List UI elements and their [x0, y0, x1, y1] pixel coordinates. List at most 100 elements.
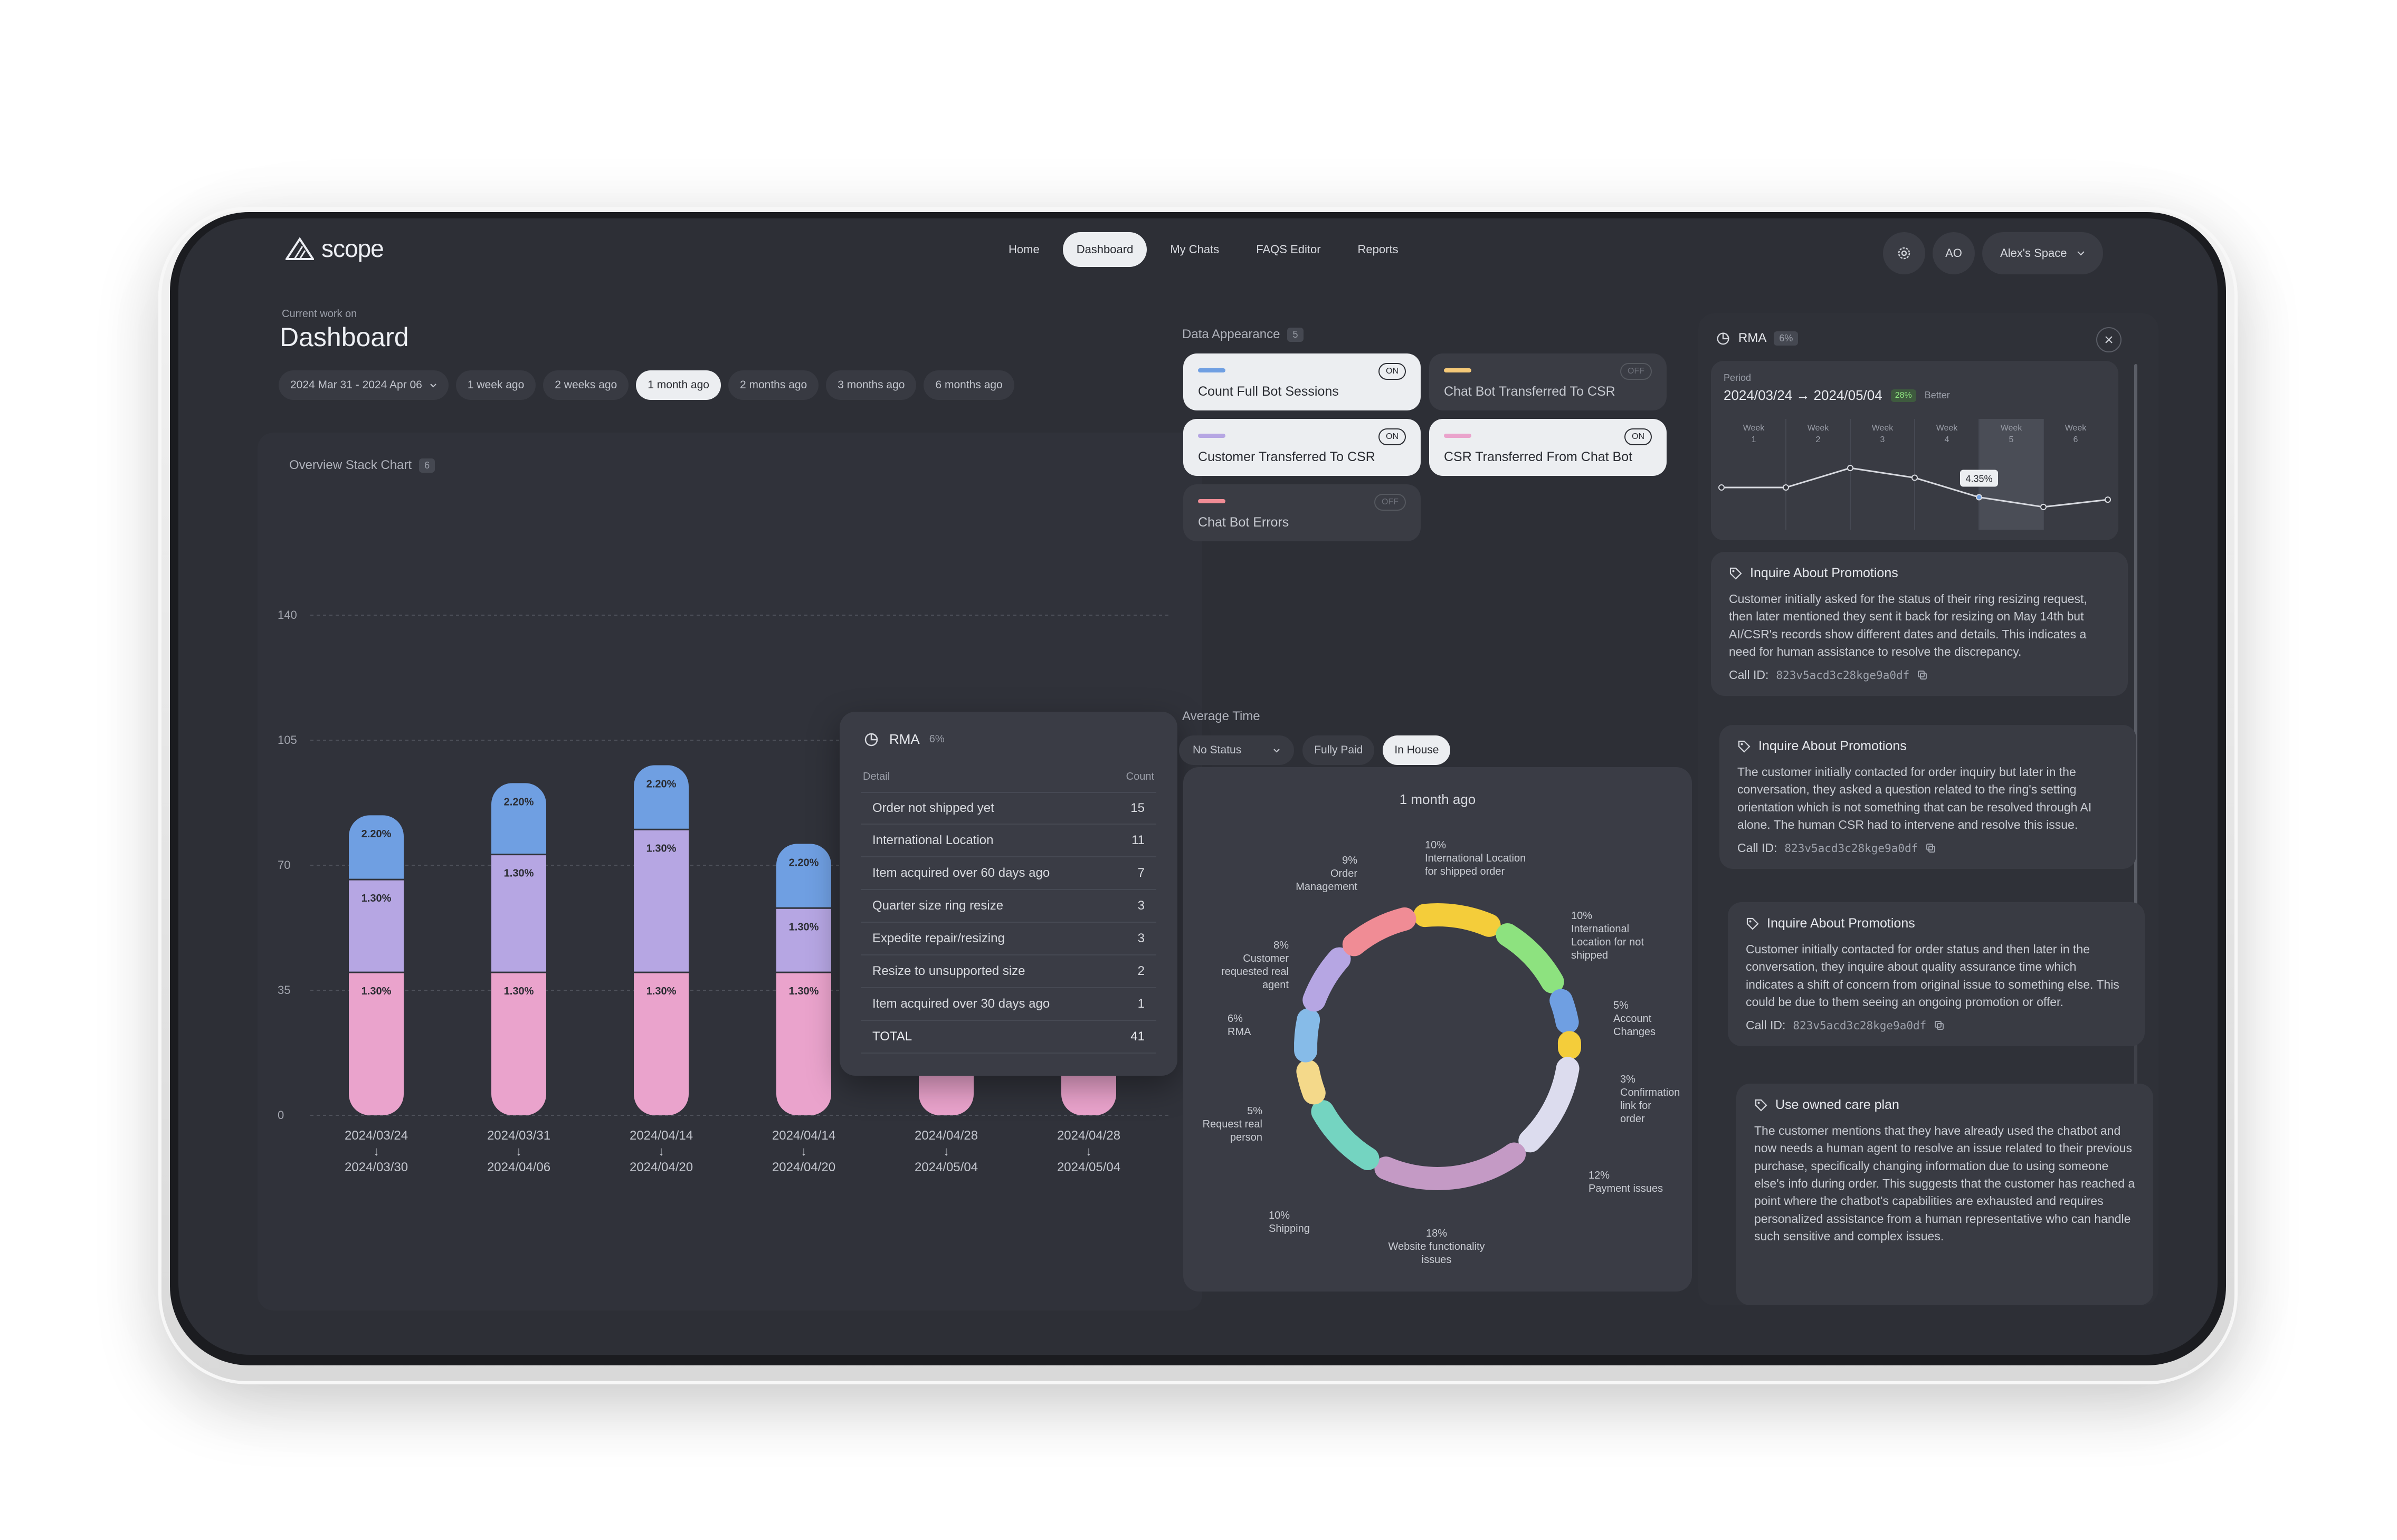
card-title: Inquire About Promotions: [1750, 566, 1898, 580]
bar-segment: [776, 844, 831, 908]
toggle-state[interactable]: OFF: [1374, 494, 1406, 511]
x-tick-label: 2024/03/31: [487, 1128, 550, 1143]
bar-data-label: 1.30%: [362, 893, 392, 904]
tag-icon: [1738, 740, 1751, 753]
week-number: 4: [1945, 435, 1949, 444]
data-toggle-card[interactable]: Chat Bot Errors OFF: [1183, 484, 1421, 541]
x-tick-label: 2024/05/04: [1057, 1160, 1120, 1174]
donut-segment[interactable]: [1549, 989, 1579, 1034]
bar-segment: [634, 972, 689, 1115]
scrollbar-thumb[interactable]: [2134, 364, 2137, 997]
bar-data-label: 1.30%: [789, 921, 819, 933]
toggle-state[interactable]: ON: [1378, 363, 1406, 380]
stack-bar[interactable]: 1.30% 1.30% 2.20%: [634, 765, 689, 1115]
table-row[interactable]: Item acquired over 60 days ago 7: [861, 857, 1156, 890]
y-tick-label: 70: [278, 858, 290, 872]
range-chip[interactable]: 6 months ago: [924, 370, 1014, 400]
date-range-value: 2024 Mar 31 - 2024 Apr 06: [290, 379, 422, 391]
nav-reports[interactable]: Reports: [1357, 243, 1399, 256]
nav-dashboard[interactable]: Dashboard: [1062, 232, 1147, 267]
donut-segment[interactable]: [1296, 1059, 1326, 1105]
card-title: Use owned care plan: [1775, 1097, 1899, 1112]
data-toggle-card[interactable]: CSR Transferred From Chat Bot ON: [1429, 419, 1667, 476]
insight-card[interactable]: Inquire About Promotions Customer initia…: [1728, 902, 2145, 1047]
toggle-state[interactable]: ON: [1378, 428, 1406, 445]
donut-panel: 1 month ago 10% International Location fo…: [1183, 767, 1692, 1292]
stack-bar[interactable]: 1.30% 1.30% 2.20%: [349, 815, 404, 1115]
table-row[interactable]: International Location 11: [861, 825, 1156, 857]
bar-data-label: 1.30%: [646, 843, 677, 854]
x-tick-label: 2024/03/30: [345, 1160, 408, 1174]
trend-point[interactable]: [1783, 484, 1789, 491]
trend-point[interactable]: [1911, 474, 1918, 481]
date-filters: 2024 Mar 31 - 2024 Apr 06 1 week ago 2 w…: [279, 370, 1014, 400]
pie-chart-icon: [1717, 332, 1729, 345]
donut-segment[interactable]: [1518, 1057, 1580, 1153]
toggle-state[interactable]: ON: [1624, 428, 1652, 445]
donut-segment[interactable]: [1294, 1008, 1320, 1063]
donut-segment[interactable]: [1342, 907, 1416, 956]
data-toggle-card[interactable]: Customer Transferred To CSR ON: [1183, 419, 1421, 476]
toggle-state[interactable]: OFF: [1620, 363, 1652, 380]
status-select[interactable]: No Status: [1179, 735, 1295, 765]
copy-icon[interactable]: [1925, 843, 1937, 854]
donut-segment[interactable]: [1374, 1142, 1526, 1190]
donut-label: 9% Order Management: [1296, 855, 1357, 893]
date-range-select[interactable]: 2024 Mar 31 - 2024 Apr 06: [279, 370, 449, 400]
average-time-title: Average Time: [1182, 709, 1260, 723]
donut-segment[interactable]: [1413, 903, 1501, 937]
col-count: Count: [1126, 771, 1154, 782]
table-row[interactable]: Order not shipped yet 15: [861, 792, 1156, 825]
table-row[interactable]: Expedite repair/resizing 3: [861, 923, 1156, 955]
range-chip[interactable]: 3 months ago: [826, 370, 917, 400]
nav-faqs-editor[interactable]: FAQS Editor: [1256, 243, 1321, 256]
range-chip[interactable]: 2 months ago: [728, 370, 819, 400]
x-tick-label: 2024/04/14: [630, 1128, 693, 1143]
stack-bar[interactable]: 1.30% 1.30% 2.20%: [491, 783, 546, 1115]
nav-home[interactable]: Home: [1009, 243, 1040, 256]
range-chip[interactable]: 2 weeks ago: [543, 370, 629, 400]
x-tick-arrow: ↓: [801, 1144, 807, 1159]
rma-trend-chart: Period 2024/03/24 → 2024/05/04 28% Bette…: [1711, 361, 2118, 540]
card-body: Customer initially contacted for order s…: [1746, 942, 2119, 1009]
donut-segment[interactable]: [1311, 1100, 1380, 1171]
trend-point[interactable]: [1976, 494, 1982, 501]
settings-button[interactable]: [1883, 232, 1925, 274]
week-number: 1: [1752, 435, 1756, 444]
gear-icon: [1898, 247, 1910, 260]
period-row: 2024/03/24 → 2024/05/04 28% Better: [1724, 387, 1950, 404]
avatar[interactable]: AO: [1933, 232, 1975, 274]
filter-fully-paid[interactable]: Fully Paid: [1302, 735, 1375, 765]
table-row[interactable]: Quarter size ring resize 3: [861, 890, 1156, 923]
week-label: Week: [1808, 424, 1830, 433]
data-appearance-count: 5: [1287, 327, 1304, 342]
stack-bar[interactable]: 1.30% 1.30% 2.20%: [776, 844, 831, 1115]
insight-card[interactable]: Inquire About Promotions The customer in…: [1719, 725, 2136, 869]
logo[interactable]: scope: [286, 234, 384, 263]
rma-table-panel: RMA 6% Detail Count Order not shipped ye…: [840, 712, 1177, 1076]
donut-segment[interactable]: [1302, 947, 1351, 1012]
card-body: The customer mentions that they have alr…: [1754, 1124, 2135, 1244]
donut-label: 18% Website functionality issues: [1388, 1228, 1485, 1266]
trend-point[interactable]: [1718, 484, 1725, 491]
filter-in-house[interactable]: In House: [1383, 735, 1451, 765]
trend-point[interactable]: [2105, 496, 2111, 503]
space-switcher[interactable]: Alex's Space: [1982, 232, 2103, 274]
trend-point[interactable]: [1847, 465, 1853, 472]
donut-caption: 1 month ago: [1399, 791, 1476, 807]
range-chip[interactable]: 1 week ago: [455, 370, 536, 400]
insight-card[interactable]: Inquire About Promotions Customer initia…: [1711, 552, 2128, 696]
nav-my-chats[interactable]: My Chats: [1170, 243, 1220, 256]
table-row[interactable]: Resize to unsupported size 2: [861, 955, 1156, 988]
insight-card[interactable]: Use owned care plan The customer mention…: [1736, 1084, 2153, 1305]
trend-point[interactable]: [2040, 503, 2047, 510]
data-toggle-card[interactable]: Chat Bot Transferred To CSR OFF: [1429, 353, 1667, 410]
range-chip-active[interactable]: 1 month ago: [636, 370, 721, 400]
table-row[interactable]: Item acquired over 30 days ago 1: [861, 988, 1156, 1021]
data-toggle-card[interactable]: Count Full Bot Sessions ON: [1183, 353, 1421, 410]
close-button[interactable]: [2096, 327, 2122, 352]
x-tick-arrow: ↓: [943, 1144, 949, 1159]
copy-icon[interactable]: [1934, 1020, 1945, 1031]
donut-segment[interactable]: [1496, 923, 1564, 993]
copy-icon[interactable]: [1917, 669, 1928, 681]
